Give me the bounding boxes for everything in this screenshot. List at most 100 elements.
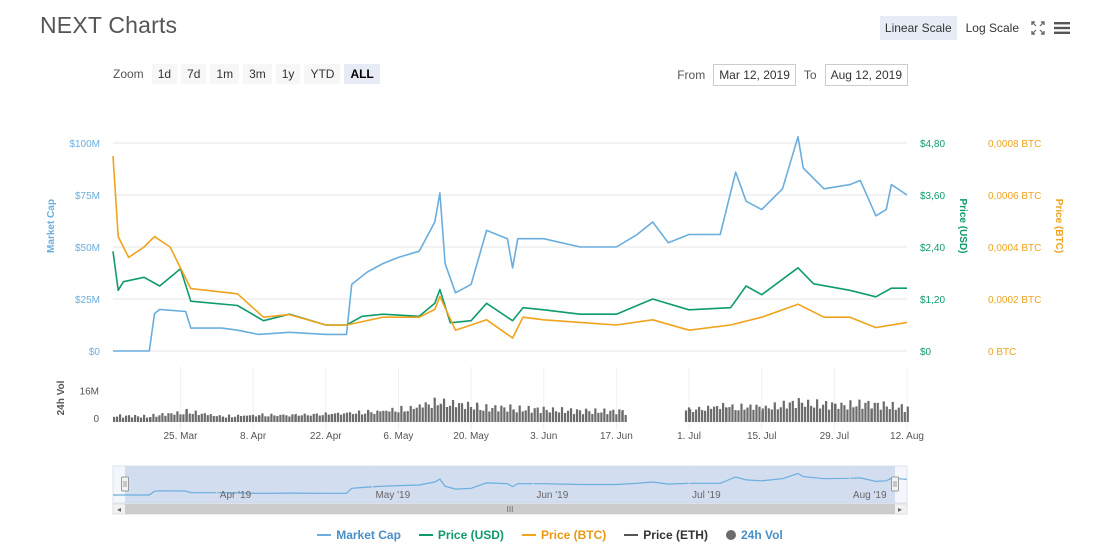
navigator-label: Apr '19 — [220, 490, 252, 501]
x-tick-label: 8. Apr — [240, 431, 267, 442]
volume-bar — [476, 404, 479, 422]
log-scale-button[interactable]: Log Scale — [965, 21, 1019, 35]
volume-bar — [161, 413, 164, 422]
volume-bar — [394, 411, 397, 422]
volume-bar — [309, 415, 312, 422]
volume-bar — [239, 416, 243, 422]
volume-bar — [749, 404, 752, 422]
volume-bar — [855, 406, 858, 422]
volume-bar — [566, 410, 570, 422]
volume-bar — [442, 398, 446, 422]
legend-price-btc[interactable]: Price (BTC) — [521, 528, 606, 542]
zoom-1y-button[interactable]: 1y — [275, 64, 301, 84]
volume-bar — [113, 416, 116, 422]
volume-bar — [119, 414, 122, 422]
volume-bar — [152, 413, 155, 422]
legend-price-eth-label: Price (ETH) — [643, 528, 708, 542]
x-tick-label: 25. Mar — [164, 431, 199, 442]
volume-bar — [315, 413, 318, 422]
volume-bar — [707, 405, 710, 422]
volume-bar — [906, 406, 909, 422]
volume-bar — [170, 413, 173, 422]
zoom-3m-button[interactable]: 3m — [243, 64, 272, 84]
navigator-series — [113, 472, 908, 496]
volume-bar — [451, 400, 455, 422]
volume-bar — [804, 406, 807, 422]
volume-bar — [767, 408, 770, 422]
volume-bar — [692, 412, 695, 422]
volume-bar — [560, 407, 564, 422]
zoom-1d-button[interactable]: 1d — [151, 64, 178, 84]
x-tick-label: 3. Jun — [530, 431, 557, 442]
from-date-input[interactable]: Mar 12, 2019 — [713, 64, 796, 86]
volume-bar — [894, 409, 897, 422]
volume-bar — [197, 415, 200, 422]
volume-bar — [140, 417, 143, 422]
volume-bar — [822, 404, 825, 422]
volume-bar — [212, 415, 215, 422]
volume-bar — [882, 401, 885, 422]
volume-bar — [575, 409, 579, 422]
volume-bar — [488, 411, 491, 422]
volume-bar — [725, 408, 728, 422]
volume-bar — [755, 404, 758, 422]
volume-bar — [436, 405, 439, 422]
volume-bar — [689, 409, 692, 422]
volume-bar — [131, 417, 134, 422]
volume-bar — [342, 413, 346, 422]
volume-bar — [819, 408, 822, 422]
volume-bar — [128, 415, 131, 422]
volume-bar — [704, 410, 707, 422]
volume-bar — [376, 410, 379, 422]
zoom-all-button[interactable]: ALL — [344, 64, 380, 84]
legend-price-usd-marker — [418, 534, 433, 536]
linear-scale-button[interactable]: Linear Scale — [879, 16, 957, 40]
volume-tick: 16M — [80, 387, 99, 398]
series-line-price-btc — [112, 155, 908, 339]
volume-bar — [888, 409, 891, 422]
zoom-1m-button[interactable]: 1m — [210, 64, 240, 84]
volume-bar — [518, 405, 521, 422]
volume-bar — [230, 417, 234, 422]
volume-bar — [554, 411, 558, 422]
legend-price-usd[interactable]: Price (USD) — [418, 528, 504, 542]
volume-bar — [357, 410, 361, 422]
volume-bar — [415, 407, 418, 422]
volume-bar — [318, 415, 321, 422]
hamburger-menu-icon[interactable] — [1052, 18, 1072, 38]
legend-market-cap[interactable]: Market Cap — [317, 528, 401, 542]
fullscreen-icon[interactable] — [1028, 18, 1048, 38]
volume-bar — [333, 413, 337, 422]
volume-bar — [421, 407, 424, 422]
volume-bar — [864, 402, 867, 422]
volume-bar — [591, 413, 594, 422]
price-btc-tick: 0,0006 BTC — [988, 191, 1041, 202]
volume-bar — [885, 406, 888, 422]
volume-bar — [406, 411, 409, 422]
volume-bar — [418, 404, 421, 422]
to-date-input[interactable]: Aug 12, 2019 — [824, 64, 908, 86]
zoom-7d-button[interactable]: 7d — [181, 64, 207, 84]
volume-bar — [585, 409, 588, 422]
volume-bar — [603, 408, 606, 422]
volume-bar — [164, 415, 167, 422]
volume-bar — [779, 407, 782, 422]
volume-bar — [843, 405, 846, 422]
volume-bar — [179, 414, 182, 422]
volume-bar — [606, 414, 609, 422]
navigator-label: Aug '19 — [853, 490, 887, 501]
legend-price-eth[interactable]: Price (ETH) — [624, 528, 708, 542]
volume-bar — [236, 414, 240, 422]
navigator-label: May '19 — [375, 490, 410, 501]
navigator-label: Jul '19 — [692, 490, 721, 501]
volume-bar — [242, 415, 246, 422]
legend-market-cap-marker — [317, 534, 332, 536]
zoom-ytd-button[interactable]: YTD — [304, 64, 341, 84]
price-btc-tick: 0 BTC — [988, 347, 1016, 358]
volume-bar — [548, 413, 552, 422]
volume-bar — [494, 405, 497, 422]
volume-bar — [457, 403, 461, 422]
volume-bar — [798, 402, 801, 422]
volume-bar — [810, 405, 813, 422]
legend-volume[interactable]: 24h Vol — [725, 528, 783, 542]
